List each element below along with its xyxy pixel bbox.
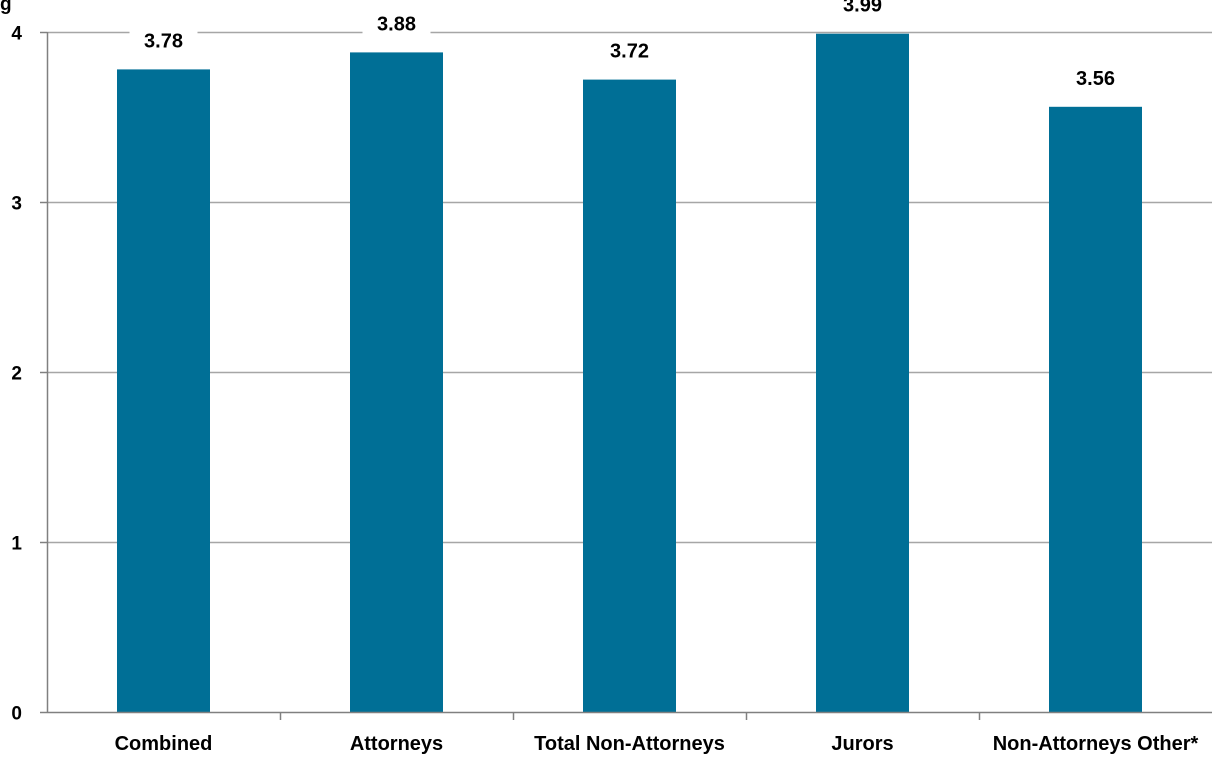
data-label-background bbox=[362, 11, 431, 40]
axes: 0 1 2 3 4 Combined Attorneys Total Non-Attorney… bbox=[11, 24, 1212, 755]
data-label-background bbox=[1061, 65, 1130, 94]
y-tick-label: 0 bbox=[11, 704, 22, 725]
bar bbox=[117, 69, 210, 712]
data-labels: 3.78 3.88 3.72 3.99 3.56 bbox=[129, 0, 1130, 94]
data-label: 3.72 bbox=[610, 41, 649, 63]
data-label: 3.56 bbox=[1076, 68, 1115, 90]
y-tick-label: 4 bbox=[11, 24, 22, 45]
data-label: 3.88 bbox=[377, 13, 416, 35]
x-tick-label: Combined bbox=[115, 733, 213, 755]
x-tick-label: Non-Attorneys Other* bbox=[993, 733, 1199, 755]
y-tick-label: 1 bbox=[11, 534, 22, 555]
data-label: 3.78 bbox=[144, 30, 183, 52]
bar bbox=[1049, 106, 1142, 713]
y-tick-label: 3 bbox=[11, 194, 22, 215]
clipped-heading-fragment: g bbox=[0, 0, 12, 15]
data-label-background bbox=[129, 28, 198, 57]
bars bbox=[117, 33, 1142, 713]
x-tick-label: Total Non-Attorneys bbox=[534, 733, 725, 755]
bar bbox=[816, 33, 909, 712]
y-tick-label: 2 bbox=[11, 364, 22, 385]
data-label-background bbox=[595, 38, 664, 67]
x-tick-label: Jurors bbox=[831, 733, 893, 755]
x-tick-label: Attorneys bbox=[350, 733, 443, 755]
data-label-background bbox=[828, 0, 897, 21]
bar bbox=[350, 52, 443, 712]
bar bbox=[583, 79, 676, 713]
data-label: 3.99 bbox=[843, 0, 882, 17]
